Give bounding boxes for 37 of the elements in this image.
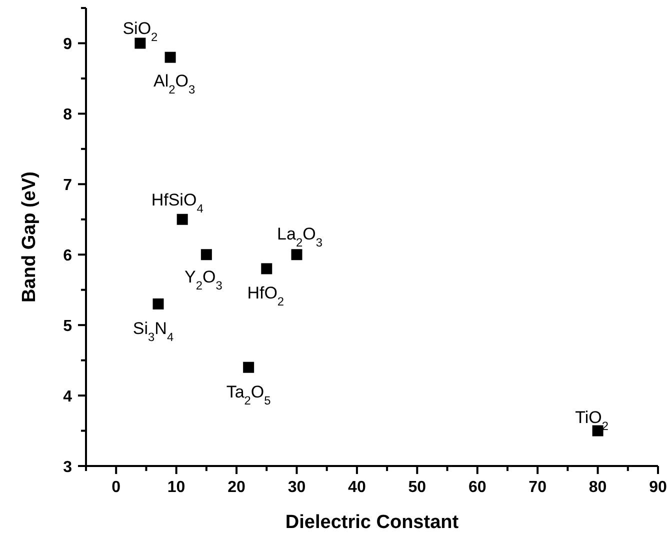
point xyxy=(261,263,272,274)
y-tick-label: 3 xyxy=(63,459,72,476)
annotation: SiO$_{2}$ xyxy=(122,19,158,44)
point xyxy=(200,249,212,260)
point xyxy=(152,298,164,310)
y-tick-label: 8 xyxy=(63,106,72,124)
x-axis-title: Dielectric Constant xyxy=(285,512,460,533)
annotation: HfSiO$_{4}$ xyxy=(151,190,204,216)
x-tick-label: 10 xyxy=(167,479,186,496)
y-tick-label: 6 xyxy=(63,248,72,265)
y-tick-label: 5 xyxy=(63,318,72,336)
annotation: Si$_{3}$N$_{4}$ xyxy=(132,318,174,344)
x-tick-label: 60 xyxy=(468,479,486,496)
annotation: Y$_{2}$O$_{3}$ xyxy=(184,268,223,293)
annotation: HfO$_{2}$ xyxy=(247,284,284,309)
y-axis-title: Band Gap (eV) xyxy=(19,172,40,302)
point xyxy=(243,362,254,373)
x-tick-label: 80 xyxy=(588,479,607,496)
x-tick-label: 40 xyxy=(348,479,366,496)
point xyxy=(164,52,176,63)
x-tick-label: 70 xyxy=(528,479,547,496)
y-tick-label: 4 xyxy=(63,388,72,406)
point xyxy=(291,249,302,260)
x-tick-label: 50 xyxy=(408,479,426,496)
point xyxy=(176,214,188,225)
y-tick-label: 9 xyxy=(63,36,72,54)
x-tick-label: 30 xyxy=(288,479,306,496)
point xyxy=(134,38,146,49)
x-tick-label: 90 xyxy=(649,479,667,496)
annotation: TiO$_{2}$ xyxy=(575,408,609,433)
x-tick-label: 0 xyxy=(112,479,121,496)
annotation: La$_{2}$O$_{3}$ xyxy=(277,224,323,250)
annotation: Al$_{2}$O$_{3}$ xyxy=(153,71,196,96)
x-tick-label: 20 xyxy=(228,479,246,496)
annotation: Ta$_{2}$O$_{5}$ xyxy=(226,382,272,408)
y-tick-label: 7 xyxy=(63,177,72,194)
point xyxy=(592,425,604,436)
